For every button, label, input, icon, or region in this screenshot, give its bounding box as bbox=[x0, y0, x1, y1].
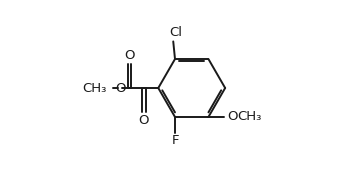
Text: O: O bbox=[227, 111, 237, 123]
Text: CH₃: CH₃ bbox=[82, 81, 106, 95]
Text: O: O bbox=[115, 81, 126, 95]
Text: CH₃: CH₃ bbox=[238, 111, 262, 123]
Text: Cl: Cl bbox=[169, 27, 182, 39]
Text: O: O bbox=[139, 114, 149, 127]
Text: F: F bbox=[172, 134, 180, 147]
Text: O: O bbox=[124, 49, 135, 62]
